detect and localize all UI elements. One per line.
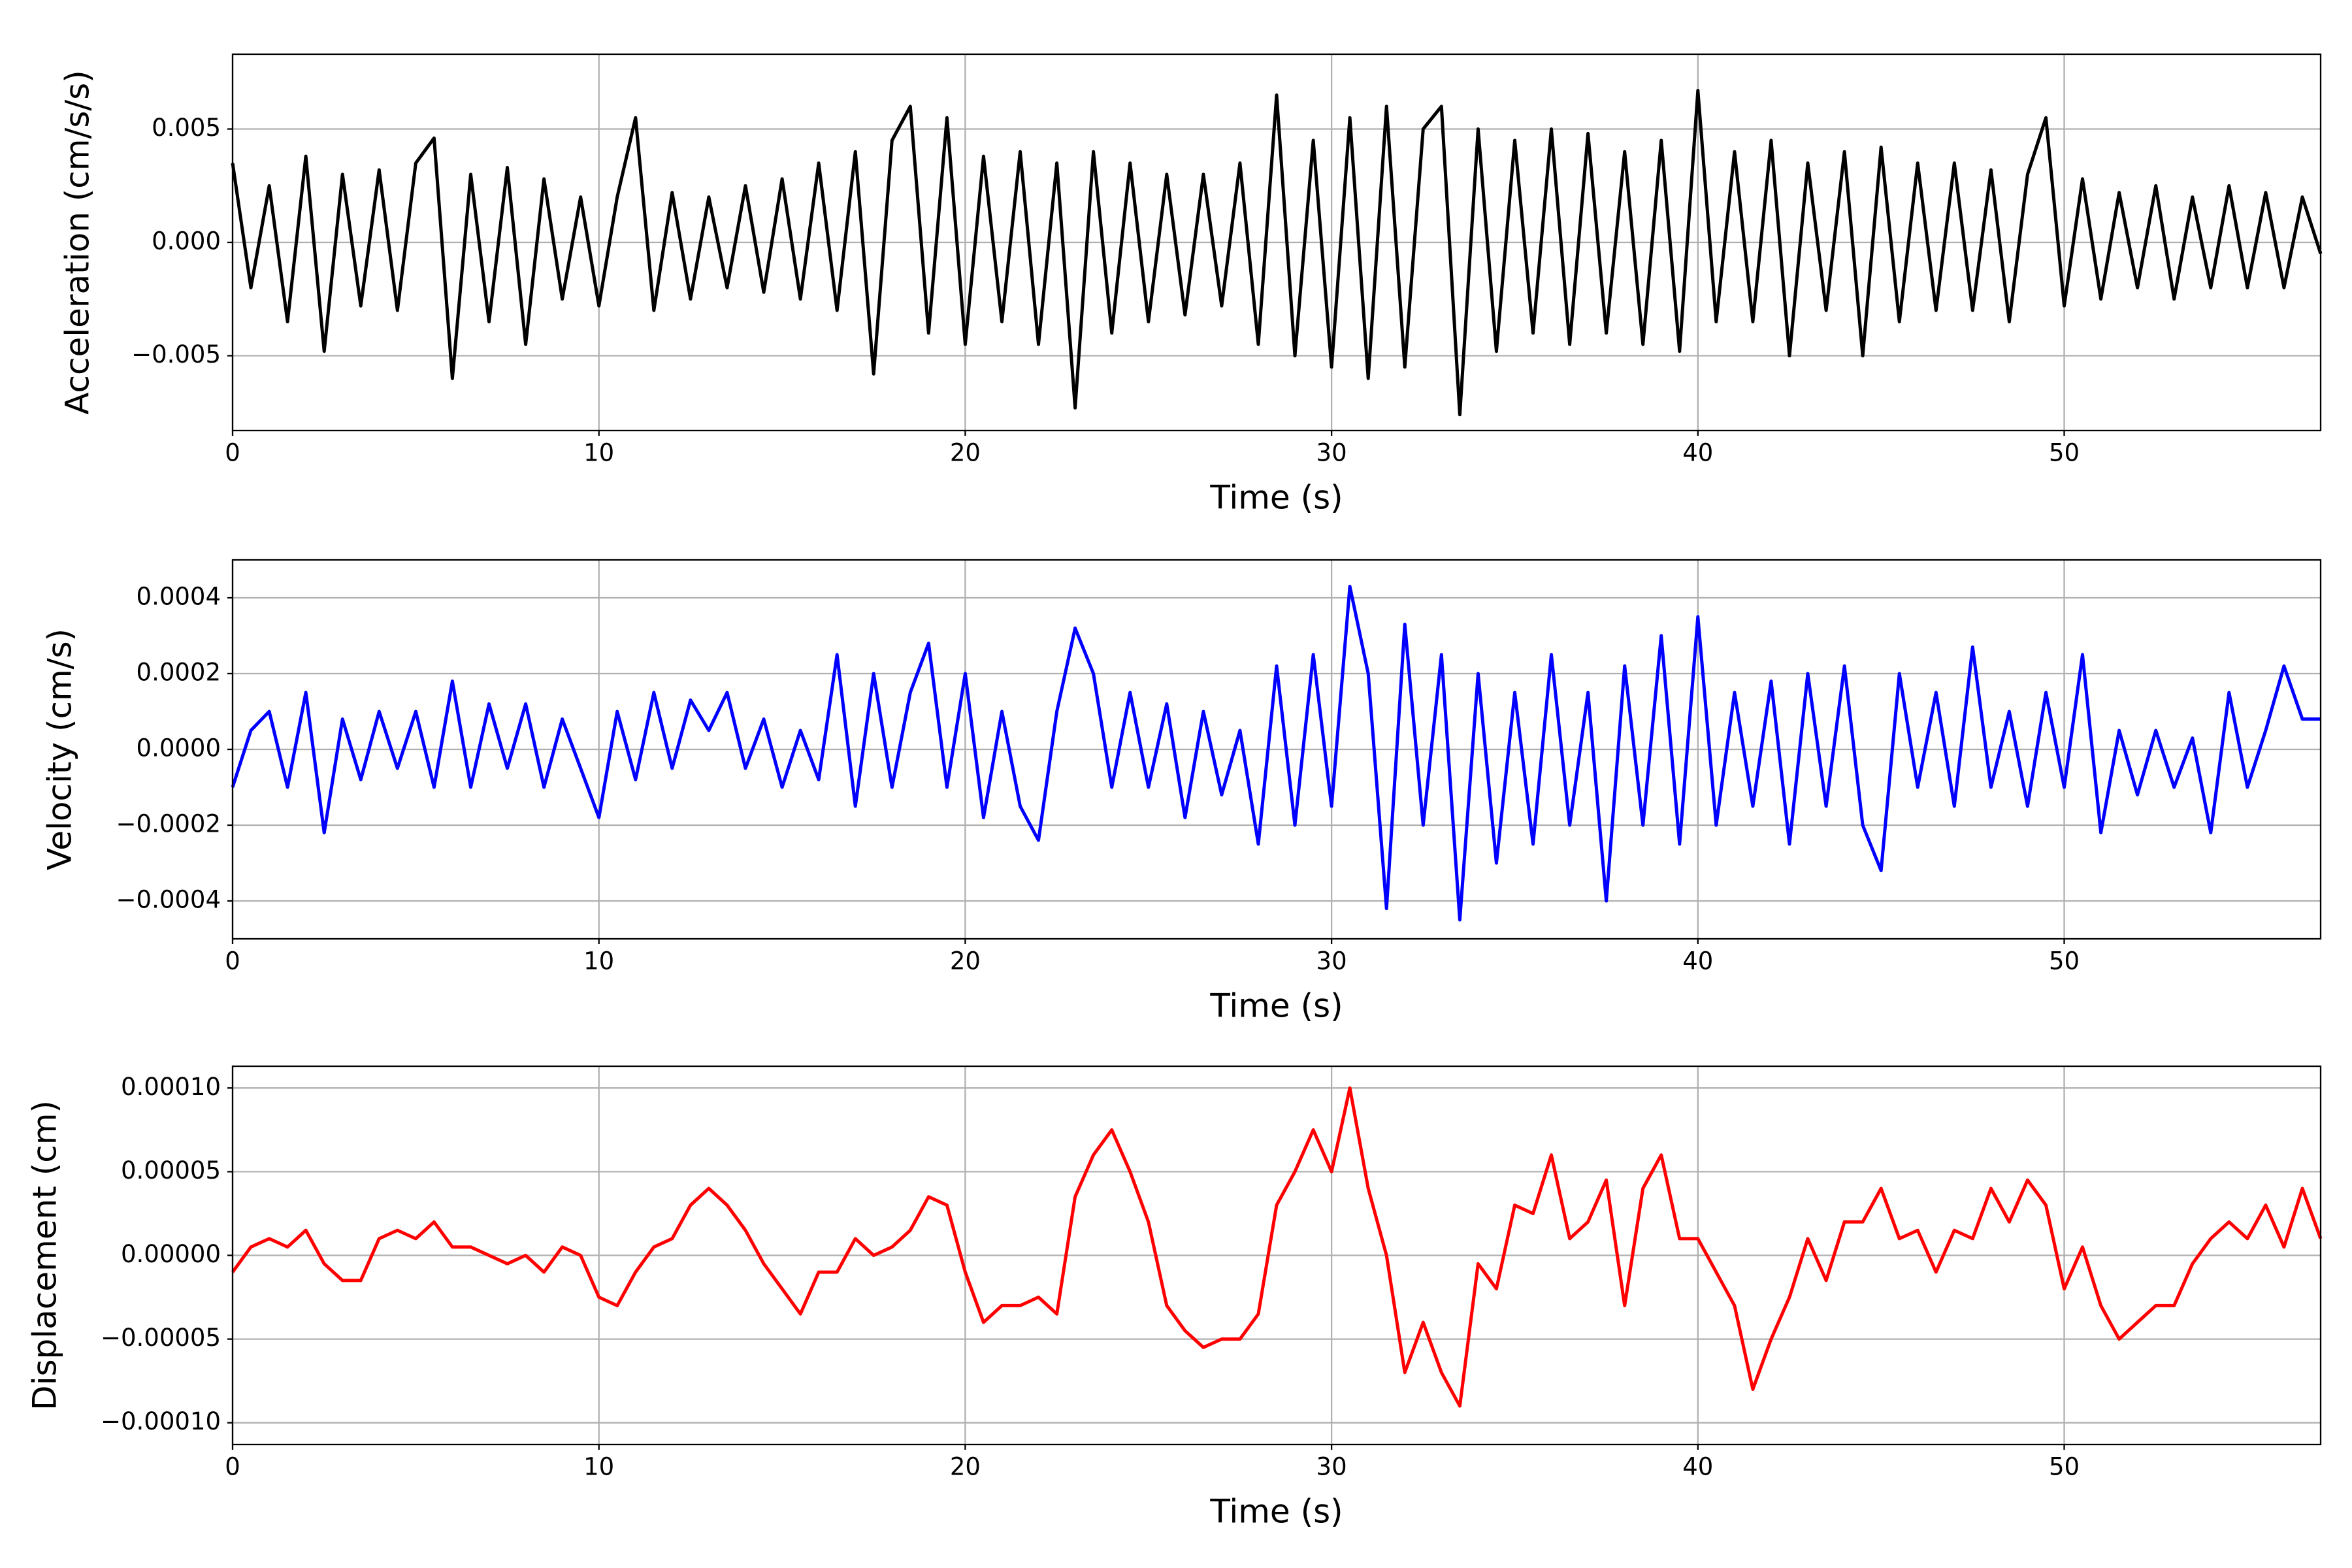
x-tick-label: 20	[950, 947, 981, 975]
x-tick-label: 30	[1316, 947, 1347, 975]
x-tick-label: 10	[583, 947, 614, 975]
x-axis-label: Time (s)	[1209, 987, 1343, 1025]
y-axis-label: Velocity (cm/s)	[41, 629, 79, 870]
y-tick-label: 0.00000	[121, 1240, 221, 1268]
y-axis-label: Acceleration (cm/s/s)	[59, 70, 97, 415]
y-tick-label: 0.0000	[137, 734, 221, 762]
x-tick-label: 50	[2049, 1453, 2080, 1481]
panel: 0 10 20 30 40 50 −0.00010 −0.00005 0.00000 0.0000…	[26, 1065, 2323, 1531]
x-tick-label: 20	[950, 439, 981, 467]
y-tick-label: 0.00010	[121, 1073, 221, 1101]
x-tick-label: 10	[583, 1453, 614, 1481]
y-tick-label: −0.005	[131, 340, 221, 368]
x-tick-label: 50	[2049, 947, 2080, 975]
x-tick-label: 40	[1682, 1453, 1713, 1481]
x-tick-label: 0	[225, 1453, 240, 1481]
panel: 0 10 20 30 40 50 −0.005 0.000 0.005 Time (s) Accel…	[59, 53, 2323, 517]
x-tick-label: 30	[1316, 1453, 1347, 1481]
y-tick-label: 0.00005	[121, 1156, 221, 1184]
x-tick-label: 40	[1682, 439, 1713, 467]
x-tick-label: 50	[2049, 439, 2080, 467]
y-tick-label: 0.005	[152, 114, 221, 142]
x-tick-label: 0	[225, 439, 240, 467]
x-axis-label: Time (s)	[1209, 479, 1343, 517]
y-tick-label: 0.0002	[137, 659, 221, 687]
y-tick-label: 0.000	[152, 227, 221, 255]
data-line	[231, 89, 2323, 417]
x-tick-label: 20	[950, 1453, 981, 1481]
y-tick-label: −0.00010	[101, 1407, 221, 1435]
data-line	[231, 585, 2321, 922]
y-tick-label: −0.0004	[116, 886, 221, 914]
data-line	[231, 1086, 2323, 1408]
x-tick-label: 30	[1316, 439, 1347, 467]
x-tick-label: 0	[225, 947, 240, 975]
x-tick-label: 10	[583, 439, 614, 467]
y-tick-label: 0.0004	[137, 583, 221, 611]
y-tick-label: −0.00005	[101, 1324, 221, 1352]
x-tick-label: 40	[1682, 947, 1713, 975]
x-axis-label: Time (s)	[1209, 1493, 1343, 1531]
y-axis-label: Displacement (cm)	[26, 1100, 64, 1411]
y-tick-label: −0.0002	[116, 810, 221, 838]
panel: 0 10 20 30 40 50 −0.0004 −0.0002 0.0000 0.0002 0.0…	[41, 559, 2322, 1025]
